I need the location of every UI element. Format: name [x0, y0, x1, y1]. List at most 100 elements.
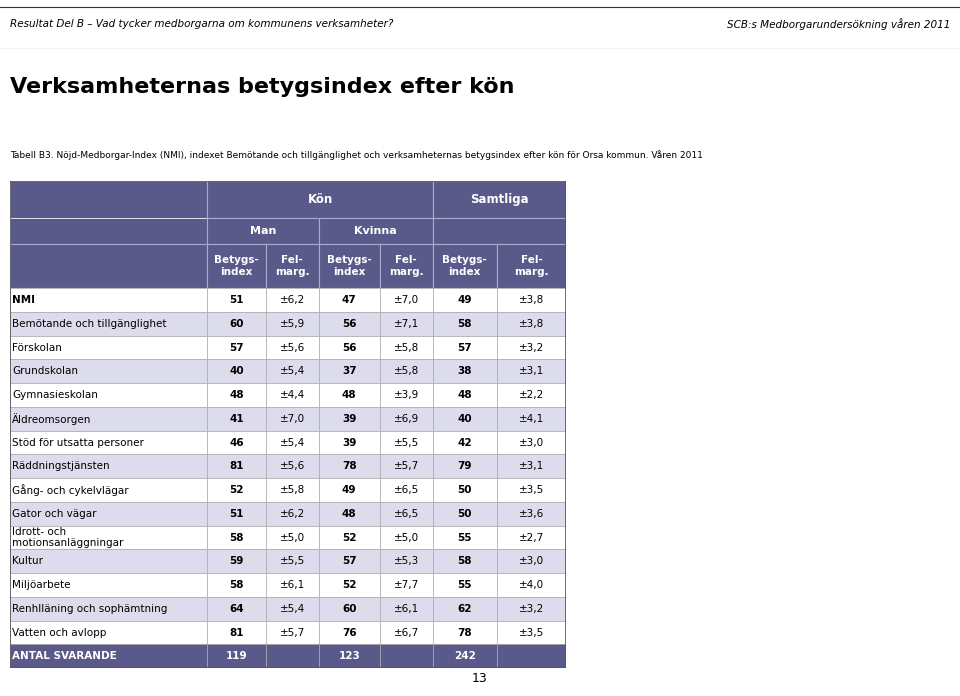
Text: 41: 41: [229, 414, 244, 424]
Text: ±4,4: ±4,4: [279, 390, 305, 400]
Bar: [207, 478, 266, 502]
Bar: [207, 335, 266, 359]
Bar: [266, 621, 319, 644]
Bar: [380, 359, 433, 383]
Text: ±3,5: ±3,5: [519, 485, 544, 495]
Text: ±5,3: ±5,3: [394, 556, 419, 567]
Text: 57: 57: [342, 556, 356, 567]
Text: Bemötande och tillgänglighet: Bemötande och tillgänglighet: [12, 319, 167, 329]
Bar: [497, 383, 566, 407]
Text: 47: 47: [342, 295, 356, 305]
Bar: [266, 244, 319, 288]
Bar: [10, 644, 207, 668]
Text: ±5,6: ±5,6: [279, 342, 305, 352]
Text: ±5,4: ±5,4: [279, 604, 305, 614]
Text: 78: 78: [458, 628, 472, 638]
Text: 52: 52: [229, 485, 244, 495]
Bar: [207, 288, 266, 312]
Text: ±5,9: ±5,9: [279, 319, 305, 329]
Text: ANTAL SVARANDE: ANTAL SVARANDE: [12, 651, 117, 661]
Bar: [266, 644, 319, 668]
Bar: [319, 454, 380, 478]
Bar: [207, 644, 266, 668]
Bar: [497, 431, 566, 454]
Bar: [266, 454, 319, 478]
Bar: [433, 181, 566, 217]
Text: Gator och vägar: Gator och vägar: [12, 509, 97, 519]
Bar: [380, 454, 433, 478]
Bar: [266, 407, 319, 431]
Bar: [319, 573, 380, 597]
Text: ±5,4: ±5,4: [279, 366, 305, 377]
Bar: [380, 244, 433, 288]
Text: Fel-
marg.: Fel- marg.: [389, 255, 423, 277]
Text: 49: 49: [342, 485, 356, 495]
Text: Stöd för utsatta personer: Stöd för utsatta personer: [12, 438, 144, 448]
Bar: [10, 454, 207, 478]
Text: 40: 40: [229, 366, 244, 377]
Text: ±3,8: ±3,8: [519, 319, 544, 329]
Text: 60: 60: [342, 604, 356, 614]
Text: 79: 79: [458, 461, 472, 471]
Text: ±6,2: ±6,2: [279, 509, 305, 519]
Bar: [10, 383, 207, 407]
Text: Vatten och avlopp: Vatten och avlopp: [12, 628, 107, 638]
Text: ±3,6: ±3,6: [519, 509, 544, 519]
Bar: [319, 217, 433, 244]
Bar: [380, 573, 433, 597]
Bar: [10, 359, 207, 383]
Text: Miljöarbete: Miljöarbete: [12, 580, 71, 590]
Text: Gymnasieskolan: Gymnasieskolan: [12, 390, 98, 400]
Bar: [319, 549, 380, 573]
Bar: [10, 431, 207, 454]
Bar: [10, 335, 207, 359]
Text: 42: 42: [458, 438, 472, 448]
Bar: [380, 288, 433, 312]
Bar: [266, 525, 319, 549]
Bar: [433, 288, 497, 312]
Text: ±3,2: ±3,2: [519, 342, 544, 352]
Bar: [497, 335, 566, 359]
Bar: [380, 312, 433, 335]
Bar: [497, 359, 566, 383]
Text: 51: 51: [229, 295, 244, 305]
Text: ±3,8: ±3,8: [519, 295, 544, 305]
Text: Man: Man: [250, 226, 276, 236]
Bar: [433, 644, 497, 668]
Bar: [266, 383, 319, 407]
Bar: [266, 359, 319, 383]
Bar: [207, 244, 266, 288]
Bar: [10, 502, 207, 525]
Text: 13: 13: [472, 672, 488, 685]
Text: Gång- och cykelvlägar: Gång- och cykelvlägar: [12, 484, 129, 496]
Bar: [380, 644, 433, 668]
Bar: [497, 549, 566, 573]
Text: 242: 242: [454, 651, 476, 661]
Text: 40: 40: [458, 414, 472, 424]
Text: ±6,5: ±6,5: [394, 485, 419, 495]
Text: ±7,0: ±7,0: [394, 295, 419, 305]
Text: ±5,7: ±5,7: [279, 628, 305, 638]
Text: 56: 56: [342, 342, 356, 352]
Bar: [497, 597, 566, 621]
Bar: [10, 549, 207, 573]
Bar: [380, 525, 433, 549]
Bar: [319, 502, 380, 525]
Text: ±3,0: ±3,0: [519, 556, 544, 567]
Bar: [497, 244, 566, 288]
Text: ±6,9: ±6,9: [394, 414, 419, 424]
Text: ±4,1: ±4,1: [519, 414, 544, 424]
Bar: [207, 312, 266, 335]
Text: Äldreomsorgen: Äldreomsorgen: [12, 413, 92, 425]
Text: ±6,5: ±6,5: [394, 509, 419, 519]
Bar: [497, 573, 566, 597]
Bar: [433, 454, 497, 478]
Text: 123: 123: [338, 651, 360, 661]
Text: ±3,0: ±3,0: [519, 438, 544, 448]
Text: ±7,7: ±7,7: [394, 580, 419, 590]
Text: ±5,4: ±5,4: [279, 438, 305, 448]
Text: ±7,0: ±7,0: [279, 414, 304, 424]
Bar: [497, 454, 566, 478]
Text: ±6,7: ±6,7: [394, 628, 419, 638]
Bar: [433, 597, 497, 621]
